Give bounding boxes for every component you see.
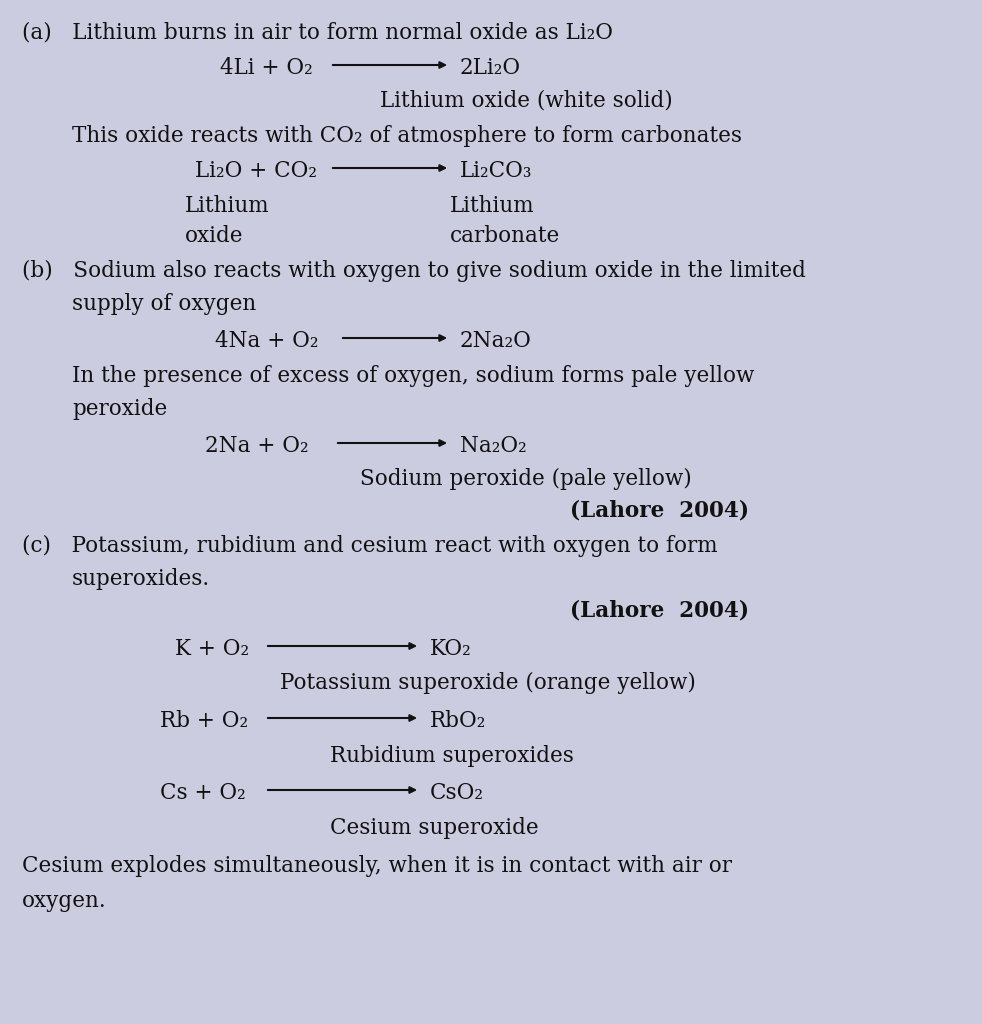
Text: This oxide reacts with CO₂ of atmosphere to form carbonates: This oxide reacts with CO₂ of atmosphere…	[72, 125, 742, 147]
Text: KO₂: KO₂	[430, 638, 471, 660]
Text: Lithium: Lithium	[185, 195, 270, 217]
Text: oxide: oxide	[185, 225, 244, 247]
Text: Cesium superoxide: Cesium superoxide	[330, 817, 538, 839]
Text: Lithium oxide (white solid): Lithium oxide (white solid)	[380, 90, 673, 112]
Text: superoxides.: superoxides.	[72, 568, 210, 590]
Text: Li₂O + CO₂: Li₂O + CO₂	[195, 160, 317, 182]
Text: oxygen.: oxygen.	[22, 890, 107, 912]
Text: Cs + O₂: Cs + O₂	[160, 782, 246, 804]
Text: (c)   Potassium, rubidium and cesium react with oxygen to form: (c) Potassium, rubidium and cesium react…	[22, 535, 718, 557]
Text: Na₂O₂: Na₂O₂	[460, 435, 526, 457]
Text: supply of oxygen: supply of oxygen	[72, 293, 256, 315]
Text: Sodium peroxide (pale yellow): Sodium peroxide (pale yellow)	[360, 468, 691, 490]
Text: (Lahore  2004): (Lahore 2004)	[570, 500, 749, 522]
Text: Cesium explodes simultaneously, when it is in contact with air or: Cesium explodes simultaneously, when it …	[22, 855, 732, 877]
Text: RbO₂: RbO₂	[430, 710, 486, 732]
Text: Rb + O₂: Rb + O₂	[160, 710, 248, 732]
Text: 2Na₂O: 2Na₂O	[460, 330, 532, 352]
Text: In the presence of excess of oxygen, sodium forms pale yellow: In the presence of excess of oxygen, sod…	[72, 365, 754, 387]
Text: (Lahore  2004): (Lahore 2004)	[570, 600, 749, 622]
Text: Lithium: Lithium	[450, 195, 534, 217]
Text: 4Li + O₂: 4Li + O₂	[220, 57, 312, 79]
Text: Potassium superoxide (orange yellow): Potassium superoxide (orange yellow)	[280, 672, 696, 694]
Text: 4Na + O₂: 4Na + O₂	[215, 330, 318, 352]
Text: Rubidium superoxides: Rubidium superoxides	[330, 745, 573, 767]
Text: K + O₂: K + O₂	[175, 638, 249, 660]
Text: Li₂CO₃: Li₂CO₃	[460, 160, 532, 182]
Text: (a)   Lithium burns in air to form normal oxide as Li₂O: (a) Lithium burns in air to form normal …	[22, 22, 613, 44]
Text: 2Na + O₂: 2Na + O₂	[205, 435, 308, 457]
Text: 2Li₂O: 2Li₂O	[460, 57, 521, 79]
Text: (b)   Sodium also reacts with oxygen to give sodium oxide in the limited: (b) Sodium also reacts with oxygen to gi…	[22, 260, 806, 282]
Text: peroxide: peroxide	[72, 398, 167, 420]
Text: carbonate: carbonate	[450, 225, 561, 247]
Text: CsO₂: CsO₂	[430, 782, 484, 804]
